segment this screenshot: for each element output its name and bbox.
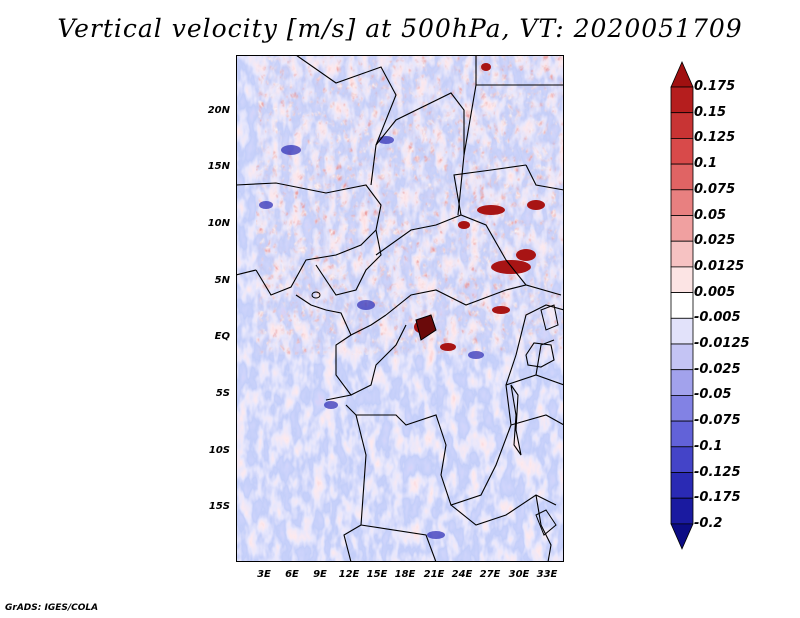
colorbar-tick-label: -0.0125 <box>694 336 750 351</box>
lat-label: 5S <box>215 388 230 399</box>
lat-label: 10S <box>208 445 230 456</box>
colorbar-tick-label: 0.0125 <box>694 258 745 274</box>
colorbar-swatch <box>670 138 694 165</box>
lon-label: 3E <box>257 569 271 580</box>
lon-label: 33E <box>536 569 558 580</box>
colorbar-swatch <box>670 215 694 242</box>
lat-label: 10N <box>207 218 230 229</box>
lon-label: 27E <box>479 569 501 580</box>
lat-label: 20N <box>207 105 230 116</box>
colorbar-swatch <box>670 189 694 216</box>
colorbar-swatch <box>670 446 694 473</box>
colorbar-swatch <box>670 497 694 525</box>
colorbar-tick-label: -0.1 <box>694 438 723 454</box>
colorbar-swatch <box>670 266 694 293</box>
lat-label: 5N <box>214 275 230 286</box>
colorbar-swatch <box>670 317 694 345</box>
colorbar-swatch <box>670 163 694 191</box>
colorbar-tick-label: 0.025 <box>694 233 736 249</box>
lakes <box>311 291 559 536</box>
lon-label: 12E <box>338 569 360 580</box>
colorbar-tick-label: -0.125 <box>694 464 741 480</box>
lon-label: 21E <box>423 569 445 580</box>
colorbar-tick-label: -0.175 <box>694 490 741 506</box>
vertical-velocity-map <box>236 55 564 562</box>
colorbar-top-arrow <box>670 61 694 88</box>
colorbar-tick-label: -0.075 <box>694 413 741 429</box>
country-borders <box>236 55 564 562</box>
colorbar-swatch <box>670 112 694 139</box>
credit-text: GrADS: IGES/COLA <box>5 603 99 613</box>
colorbar-swatch <box>670 86 694 114</box>
map-frame <box>236 55 564 562</box>
colorbar-swatch <box>670 292 694 319</box>
colorbar-tick-label: -0.05 <box>694 387 732 403</box>
lat-label: EQ <box>214 331 230 342</box>
chart-title: Vertical velocity [m/s] at 500hPa, VT: 2… <box>57 14 743 43</box>
colorbar-tick-label: 0.05 <box>694 207 727 223</box>
colorbar-tick-label: 0.075 <box>694 181 736 197</box>
colorbar-tick-label: -0.2 <box>694 515 723 531</box>
colorbar-bottom-arrow <box>670 523 694 550</box>
lat-label: 15S <box>208 501 230 512</box>
colorbar-swatch <box>670 343 694 371</box>
lat-label: 15N <box>207 161 230 172</box>
colorbar-tick-label: 0.1 <box>694 156 718 172</box>
colorbar-swatch <box>670 240 694 268</box>
colorbar-swatch <box>670 472 694 499</box>
colorbar-tick-label: 0.175 <box>694 79 736 94</box>
colorbar-tick-label: -0.005 <box>694 310 741 326</box>
colorbar-swatch <box>670 369 694 396</box>
lon-label: 9E <box>313 569 327 580</box>
strong-descent-cores <box>259 136 484 539</box>
lon-label: 30E <box>508 569 530 580</box>
colorbar-swatch <box>670 394 694 422</box>
colorbar <box>670 61 694 550</box>
colorbar-tick-label: 0.005 <box>694 284 736 300</box>
colorbar-swatch <box>670 420 694 448</box>
lon-label: 24E <box>451 569 473 580</box>
colorbar-tick-label: 0.15 <box>694 104 727 120</box>
lon-label: 15E <box>366 569 388 580</box>
colorbar-tick-label: 0.125 <box>694 130 736 146</box>
lon-label: 18E <box>394 569 416 580</box>
lon-label: 6E <box>285 569 299 580</box>
colorbar-tick-label: -0.025 <box>694 361 741 377</box>
